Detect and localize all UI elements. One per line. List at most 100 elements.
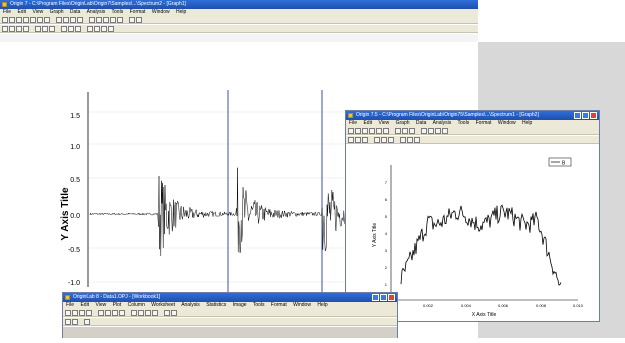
align-center-icon[interactable] [68, 25, 74, 32]
open-icon[interactable] [9, 16, 15, 23]
second-title-bar[interactable]: Origin 7.5 - C:\Program Files\OriginLab\… [346, 111, 599, 120]
menu-data[interactable]: Data [415, 120, 427, 126]
menu-view[interactable]: View [378, 120, 390, 126]
menu-edit[interactable]: Edit [17, 9, 27, 15]
print-icon[interactable] [23, 16, 29, 23]
rescale-icon[interactable] [70, 16, 76, 23]
superscript-icon[interactable] [35, 25, 41, 32]
new-icon[interactable] [2, 16, 8, 23]
maximize-button[interactable] [380, 294, 387, 301]
menu-image[interactable]: Image [232, 302, 247, 308]
menu-file[interactable]: File [349, 120, 358, 126]
menu-worksheet[interactable]: Worksheet [151, 302, 176, 308]
print-icon[interactable] [369, 127, 375, 134]
menu-tools[interactable]: Tools [457, 120, 470, 126]
menu-help[interactable]: Help [522, 120, 533, 126]
pointer-icon[interactable] [87, 25, 93, 32]
rescale-icon[interactable] [409, 127, 415, 134]
menu-tools[interactable]: Tools [252, 302, 265, 308]
refresh-icon[interactable] [77, 16, 83, 23]
pattern-icon[interactable] [136, 16, 142, 23]
bold-icon[interactable] [9, 25, 15, 32]
menu-help[interactable]: Help [176, 9, 187, 15]
greek-icon[interactable] [49, 25, 55, 32]
font-icon[interactable] [348, 136, 354, 143]
menu-analysis[interactable]: Analysis [181, 302, 200, 308]
circle-icon[interactable] [108, 25, 114, 32]
add-column-icon[interactable] [65, 318, 71, 325]
menu-graph[interactable]: Graph [49, 9, 64, 15]
bar-plot-icon[interactable] [145, 309, 151, 316]
maximize-button[interactable] [582, 112, 589, 119]
menu-file[interactable]: File [3, 9, 12, 15]
zoom-out-icon[interactable] [402, 127, 408, 134]
menu-window[interactable]: Window [293, 302, 311, 308]
open-icon[interactable] [355, 127, 361, 134]
align-left-icon[interactable] [61, 25, 67, 32]
layer-icon[interactable] [110, 16, 116, 23]
menu-file[interactable]: File [66, 302, 75, 308]
close-button[interactable] [388, 294, 395, 301]
3d-plot-icon[interactable] [152, 309, 158, 316]
menu-graph[interactable]: Graph [395, 120, 410, 126]
menu-statistics[interactable]: Statistics [206, 302, 227, 308]
rectangle-icon[interactable] [414, 136, 420, 143]
save-icon[interactable] [16, 16, 22, 23]
paste-icon[interactable] [44, 16, 50, 23]
menu-plot[interactable]: Plot [112, 302, 122, 308]
copy-icon[interactable] [37, 16, 43, 23]
rectangle-icon[interactable] [101, 25, 107, 32]
save-icon[interactable] [362, 127, 368, 134]
menu-edit[interactable]: Edit [363, 120, 373, 126]
pointer-icon[interactable] [400, 136, 406, 143]
align-right-icon[interactable] [388, 136, 394, 143]
sort-icon[interactable] [84, 318, 90, 325]
print-icon[interactable] [86, 309, 92, 316]
zoom-out-icon[interactable] [119, 309, 125, 316]
set-column-icon[interactable] [72, 318, 78, 325]
zoom-in-icon[interactable] [56, 16, 62, 23]
menu-column[interactable]: Column [127, 302, 145, 308]
italic-icon[interactable] [362, 136, 368, 143]
line-plot-icon[interactable] [131, 309, 137, 316]
minimize-button[interactable] [574, 112, 581, 119]
arrow-icon[interactable] [94, 25, 100, 32]
import-icon[interactable] [98, 309, 104, 316]
menu-edit[interactable]: Edit [80, 302, 90, 308]
menu-format[interactable]: Format [270, 302, 287, 308]
menu-format[interactable]: Format [475, 120, 492, 126]
scatter-plot-icon[interactable] [96, 16, 102, 23]
export-icon[interactable] [105, 309, 111, 316]
new-icon[interactable] [348, 127, 354, 134]
close-button[interactable] [590, 112, 597, 119]
bar-plot-icon[interactable] [103, 16, 109, 23]
line-plot-icon[interactable] [421, 127, 427, 134]
scatter-plot-icon[interactable] [428, 127, 434, 134]
text-tool-icon[interactable] [117, 16, 123, 23]
zoom-in-icon[interactable] [112, 309, 118, 316]
paste-icon[interactable] [383, 127, 389, 134]
text-tool-icon[interactable] [442, 127, 448, 134]
zoom-out-icon[interactable] [63, 16, 69, 23]
bar-plot-icon[interactable] [435, 127, 441, 134]
line-plot-icon[interactable] [89, 16, 95, 23]
copy-icon[interactable] [376, 127, 382, 134]
open-icon[interactable] [72, 309, 78, 316]
menu-window[interactable]: Window [151, 9, 170, 15]
text-tool-icon[interactable] [164, 309, 170, 316]
menu-format[interactable]: Format [129, 9, 146, 15]
cut-icon[interactable] [30, 16, 36, 23]
bold-icon[interactable] [355, 136, 361, 143]
align-right-icon[interactable] [75, 25, 81, 32]
save-icon[interactable] [79, 309, 85, 316]
menu-view[interactable]: View [95, 302, 107, 308]
font-icon[interactable] [2, 25, 8, 32]
italic-icon[interactable] [16, 25, 22, 32]
minimize-button[interactable] [372, 294, 379, 301]
scatter-plot-icon[interactable] [138, 309, 144, 316]
menu-window[interactable]: Window [497, 120, 516, 126]
menu-view[interactable]: View [32, 9, 44, 15]
main-title-bar[interactable]: Origin 7 - C:\Program Files\OriginLab\Or… [0, 0, 478, 9]
color-icon[interactable] [171, 309, 177, 316]
menu-analysis[interactable]: Analysis [86, 9, 106, 15]
